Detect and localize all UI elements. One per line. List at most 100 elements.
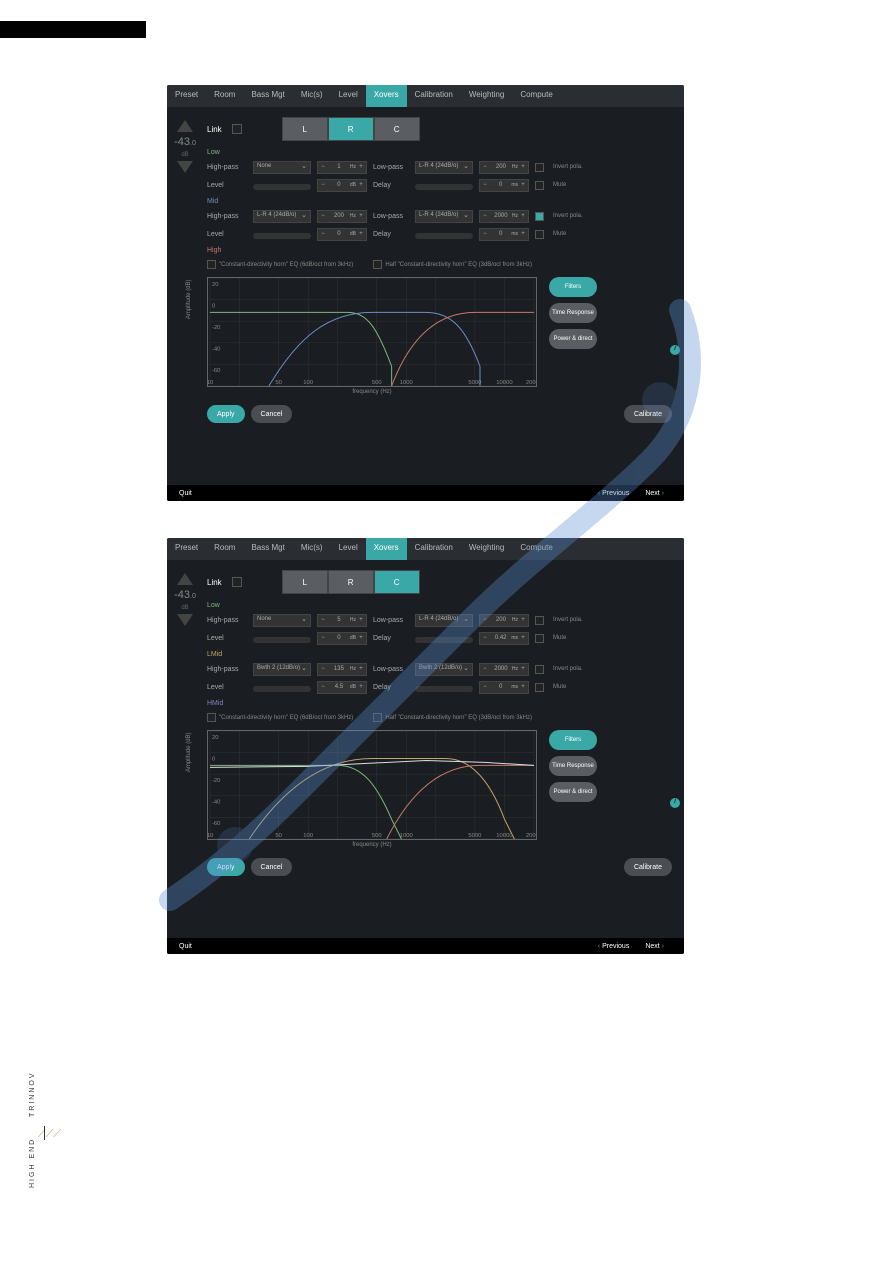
xovers-panel-2: Preset Room Bass Mgt Mic(s) Level Xovers… (167, 538, 684, 954)
filter-dropdown[interactable]: L-R 4 (24dB/o) (415, 161, 473, 174)
cd-horn-eq-checkbox[interactable]: "Constant-directivity horn" EQ (6dB/oct … (207, 260, 353, 269)
quit-button[interactable]: Quit (179, 943, 192, 950)
cancel-button[interactable]: Cancel (251, 405, 293, 423)
level-slider[interactable] (253, 686, 311, 692)
option-checkbox[interactable] (535, 616, 544, 625)
delay-slider[interactable] (415, 184, 473, 190)
quit-button[interactable]: Quit (179, 490, 192, 497)
previous-button[interactable]: Previous (598, 490, 630, 497)
filter-dropdown[interactable]: L-R 4 (24dB/o) (415, 614, 473, 627)
option-checkbox[interactable] (535, 634, 544, 643)
tab-mics[interactable]: Mic(s) (293, 538, 331, 560)
tab-level[interactable]: Level (331, 538, 366, 560)
param-label: Level (207, 231, 247, 238)
previous-button[interactable]: Previous (598, 943, 630, 950)
level-slider[interactable] (253, 637, 311, 643)
value-spinner[interactable]: −5Hz+ (317, 614, 367, 627)
option-checkbox[interactable] (535, 683, 544, 692)
filter-dropdown[interactable]: L-R 4 (24dB/o) (253, 210, 311, 223)
info-icon[interactable]: i (670, 345, 680, 355)
option-checkbox[interactable] (535, 665, 544, 674)
volume-down-icon[interactable] (177, 161, 193, 173)
channel-r-button[interactable]: R (328, 117, 374, 141)
tab-room[interactable]: Room (206, 538, 243, 560)
calibrate-button[interactable]: Calibrate (624, 405, 672, 423)
channel-l-button[interactable]: L (282, 117, 328, 141)
tab-bassmgt[interactable]: Bass Mgt (243, 538, 292, 560)
option-checkbox[interactable] (535, 230, 544, 239)
tab-level[interactable]: Level (331, 85, 366, 107)
value-spinner[interactable]: −135Hz+ (317, 663, 367, 676)
tab-preset[interactable]: Preset (167, 85, 206, 107)
filter-dropdown[interactable]: Bwth 2 (12dB/o) (253, 663, 311, 676)
view-time-response-button[interactable]: Time Response (549, 756, 597, 776)
value-spinner[interactable]: −1Hz+ (317, 161, 367, 174)
tab-xovers[interactable]: Xovers (366, 538, 407, 560)
view-time-response-button[interactable]: Time Response (549, 303, 597, 323)
apply-button[interactable]: Apply (207, 858, 245, 876)
next-button[interactable]: Next (645, 943, 664, 950)
filter-dropdown[interactable]: L-R 4 (24dB/o) (415, 210, 473, 223)
tab-compute[interactable]: Compute (512, 85, 560, 107)
tab-compute[interactable]: Compute (512, 538, 560, 560)
tab-bassmgt[interactable]: Bass Mgt (243, 85, 292, 107)
tab-weighting[interactable]: Weighting (461, 538, 512, 560)
volume-down-icon[interactable] (177, 614, 193, 626)
filter-dropdown[interactable]: Bwth 2 (12dB/o) (415, 663, 473, 676)
channel-l-button[interactable]: L (282, 570, 328, 594)
channel-c-button[interactable]: C (374, 570, 420, 594)
value-spinner[interactable]: −0dB+ (317, 228, 367, 241)
param-label: High-pass (207, 666, 247, 673)
view-filters-button[interactable]: Filters (549, 277, 597, 297)
volume-up-icon[interactable] (177, 120, 193, 132)
info-icon[interactable]: i (670, 798, 680, 808)
option-checkbox[interactable] (535, 163, 544, 172)
delay-slider[interactable] (415, 233, 473, 239)
value-spinner[interactable]: −0dB+ (317, 632, 367, 645)
channel-c-button[interactable]: C (374, 117, 420, 141)
channel-r-button[interactable]: R (328, 570, 374, 594)
tab-weighting[interactable]: Weighting (461, 85, 512, 107)
tab-preset[interactable]: Preset (167, 538, 206, 560)
view-power-direct-button[interactable]: Power & direct (549, 329, 597, 349)
option-checkbox[interactable] (535, 212, 544, 221)
value-spinner[interactable]: −0ms+ (479, 179, 529, 192)
value-spinner[interactable]: −200Hz+ (479, 614, 529, 627)
value-spinner[interactable]: −200Hz+ (479, 161, 529, 174)
view-power-direct-button[interactable]: Power & direct (549, 782, 597, 802)
option-checkbox[interactable] (535, 181, 544, 190)
calibrate-button[interactable]: Calibrate (624, 858, 672, 876)
cd-horn-eq-checkbox[interactable]: "Constant-directivity horn" EQ (6dB/oct … (207, 713, 353, 722)
filter-dropdown[interactable]: None (253, 614, 311, 627)
link-checkbox[interactable] (232, 577, 242, 587)
tab-xovers[interactable]: Xovers (366, 85, 407, 107)
tab-room[interactable]: Room (206, 85, 243, 107)
value-spinner[interactable]: −2000Hz+ (479, 663, 529, 676)
value-spinner[interactable]: −0.42ms+ (479, 632, 529, 645)
value-spinner[interactable]: −0dB+ (317, 179, 367, 192)
view-filters-button[interactable]: Filters (549, 730, 597, 750)
value-spinner[interactable]: −2000Hz+ (479, 210, 529, 223)
delay-slider[interactable] (415, 686, 473, 692)
tab-mics[interactable]: Mic(s) (293, 85, 331, 107)
level-slider[interactable] (253, 184, 311, 190)
value-spinner[interactable]: −0ms+ (479, 228, 529, 241)
delay-slider[interactable] (415, 637, 473, 643)
level-slider[interactable] (253, 233, 311, 239)
half-cd-horn-eq-checkbox[interactable]: Half "Constant-directivity horn" EQ (3dB… (373, 713, 532, 722)
filter-dropdown[interactable]: None (253, 161, 311, 174)
volume-up-icon[interactable] (177, 573, 193, 585)
value-spinner[interactable]: −200Hz+ (317, 210, 367, 223)
tab-calibration[interactable]: Calibration (407, 85, 461, 107)
volume-control: -43.0 dB (171, 117, 199, 176)
svg-text:-60: -60 (212, 368, 221, 374)
svg-text:-60: -60 (212, 821, 221, 827)
link-checkbox[interactable] (232, 124, 242, 134)
tab-calibration[interactable]: Calibration (407, 538, 461, 560)
next-button[interactable]: Next (645, 490, 664, 497)
value-spinner[interactable]: −4.5dB+ (317, 681, 367, 694)
half-cd-horn-eq-checkbox[interactable]: Half "Constant-directivity horn" EQ (3dB… (373, 260, 532, 269)
apply-button[interactable]: Apply (207, 405, 245, 423)
value-spinner[interactable]: −0ms+ (479, 681, 529, 694)
cancel-button[interactable]: Cancel (251, 858, 293, 876)
